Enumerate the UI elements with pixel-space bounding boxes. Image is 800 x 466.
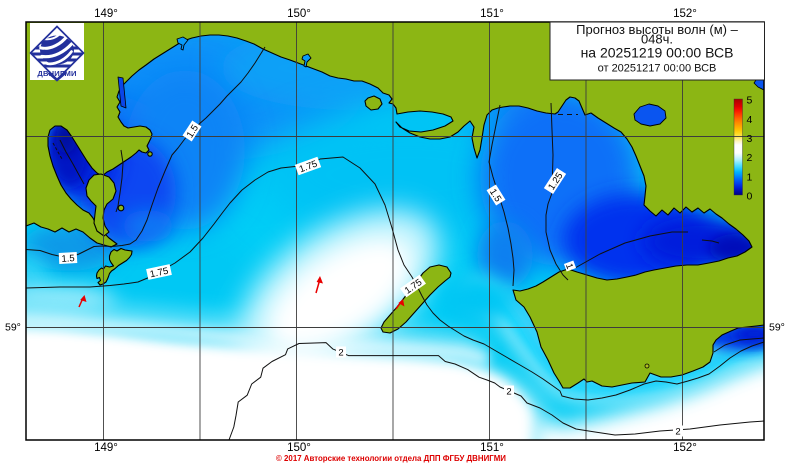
- svg-text:Прогноз высоты волн (м) –: Прогноз высоты волн (м) –: [576, 22, 738, 37]
- svg-text:от 20251217 00:00 ВСВ: от 20251217 00:00 ВСВ: [598, 63, 717, 75]
- svg-text:ДВНИГМИ: ДВНИГМИ: [37, 69, 76, 78]
- svg-text:150°: 150°: [287, 442, 311, 454]
- svg-text:0: 0: [747, 191, 753, 203]
- svg-text:59°: 59°: [769, 322, 785, 334]
- svg-text:1.5: 1.5: [61, 253, 75, 265]
- svg-text:© 2017 Авторские технологии от: © 2017 Авторские технологии отдела ДПП Ф…: [276, 454, 506, 463]
- svg-text:151°: 151°: [480, 442, 504, 454]
- svg-text:59°: 59°: [5, 322, 21, 334]
- svg-text:149°: 149°: [94, 442, 118, 454]
- svg-text:1.75: 1.75: [149, 266, 169, 281]
- svg-text:152°: 152°: [673, 442, 697, 454]
- svg-text:3: 3: [747, 133, 753, 145]
- svg-text:1: 1: [563, 262, 575, 271]
- svg-text:2: 2: [338, 348, 343, 359]
- svg-text:на 20251219 00:00 ВСВ: на 20251219 00:00 ВСВ: [581, 45, 734, 61]
- svg-text:4: 4: [747, 114, 753, 126]
- svg-text:149°: 149°: [94, 8, 118, 20]
- svg-text:048ч.: 048ч.: [641, 32, 673, 47]
- svg-text:2: 2: [506, 387, 511, 398]
- svg-text:2: 2: [747, 152, 753, 164]
- svg-text:151°: 151°: [480, 8, 504, 20]
- svg-text:2: 2: [675, 427, 680, 438]
- svg-text:150°: 150°: [287, 8, 311, 20]
- svg-text:152°: 152°: [673, 8, 697, 20]
- svg-text:5: 5: [747, 95, 753, 107]
- svg-text:1: 1: [747, 171, 753, 183]
